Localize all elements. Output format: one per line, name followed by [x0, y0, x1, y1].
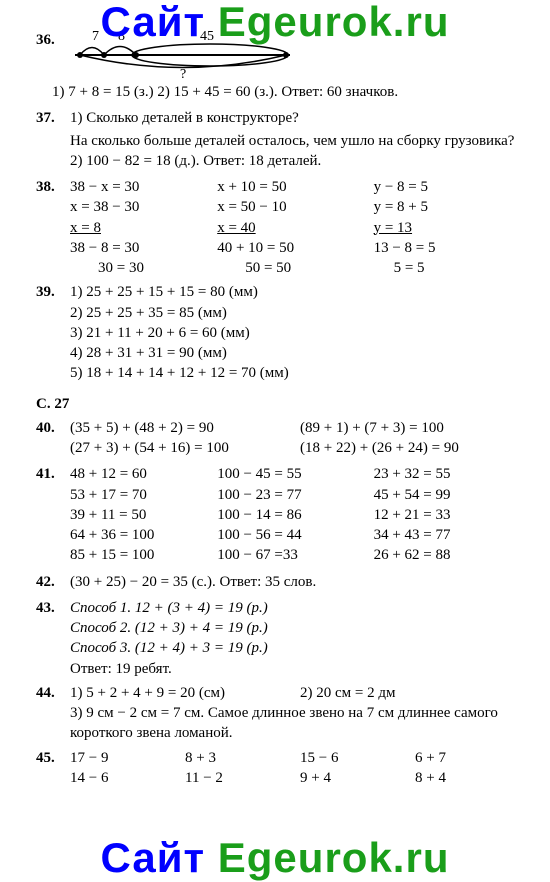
diagram-label-q: ? [180, 67, 186, 78]
eq: 8 + 4 [415, 768, 530, 788]
eq: 100 − 14 = 86 [217, 505, 373, 525]
watermark-bottom: Сайт Egeurok.ru [0, 834, 550, 882]
eq: x + 10 = 50 [217, 177, 373, 197]
line: 3) 21 + 11 + 20 + 6 = 60 (мм) [70, 323, 530, 343]
problem-43: 43. Способ 1. 12 + (3 + 4) = 19 (р.) Спо… [36, 598, 530, 679]
eq: 12 + 21 = 33 [374, 505, 530, 525]
eq: 5 = 5 [374, 258, 530, 278]
eq: 50 = 50 [217, 258, 373, 278]
problem-41: 41. 48 + 12 = 60 53 + 17 = 70 39 + 11 = … [36, 464, 530, 565]
problem-45: 45. 17 − 9 8 + 3 15 − 6 6 + 7 14 − 6 11 … [36, 748, 530, 789]
eq: 8 + 3 [185, 748, 300, 768]
eq: 40 + 10 = 50 [217, 238, 373, 258]
method-line: Способ 1. 12 + (3 + 4) = 19 (р.) [70, 598, 530, 618]
problem-number: 38. [36, 177, 70, 197]
eq: 11 − 2 [185, 768, 300, 788]
line: 2) 25 + 25 + 35 = 85 (мм) [70, 303, 530, 323]
eq: (89 + 1) + (7 + 3) = 100 [300, 418, 530, 438]
diagram-label-a: 7 [92, 30, 99, 44]
eq: (18 + 22) + (26 + 24) = 90 [300, 438, 530, 458]
eq: 17 − 9 [70, 748, 185, 768]
method-line: Способ 3. (12 + 4) + 3 = 19 (р.) [70, 638, 530, 658]
eq: x = 40 [217, 218, 285, 238]
problem-38: 38. 38 − x = 30 x = 38 − 30 x = 8 38 − 8… [36, 177, 530, 278]
section-header: С. 27 [36, 394, 530, 414]
eq: 15 − 6 [300, 748, 415, 768]
problem-number: 42. [36, 572, 70, 592]
problem-number: 43. [36, 598, 70, 618]
problem-39: 39. 1) 25 + 25 + 15 + 15 = 80 (мм) 2) 25… [36, 282, 530, 383]
problem-number: 45. [36, 748, 70, 768]
eq: x = 38 − 30 [70, 197, 217, 217]
answer-line: Ответ: 19 ребят. [70, 659, 530, 679]
eq: (35 + 5) + (48 + 2) = 90 [70, 418, 300, 438]
eq: 9 + 4 [300, 768, 415, 788]
diagram-label-b: 8 [118, 30, 125, 44]
eq: 26 + 62 = 88 [374, 545, 530, 565]
page-content: 36. 7 8 45 ? 1) 7 + 8 = 15 (з.) 2) 15 + … [0, 0, 550, 832]
eq: 53 + 17 = 70 [70, 485, 217, 505]
problem-number: 41. [36, 464, 70, 484]
eq: 30 = 30 [70, 258, 217, 278]
problem-number: 37. [36, 108, 70, 128]
eq: 39 + 11 = 50 [70, 505, 217, 525]
eq: 14 − 6 [70, 768, 185, 788]
diagram-label-c: 45 [200, 30, 214, 44]
problem-40: 40. (35 + 5) + (48 + 2) = 90 (27 + 3) + … [36, 418, 530, 459]
eq: y − 8 = 5 [374, 177, 530, 197]
eq: 23 + 32 = 55 [374, 464, 530, 484]
eq: 100 − 67 =33 [217, 545, 373, 565]
eq: 38 − x = 30 [70, 177, 217, 197]
eq: 100 − 56 = 44 [217, 525, 373, 545]
problem-37-line1: 1) Сколько деталей в конструкторе? [70, 108, 530, 128]
eq: 2) 20 см = 2 дм [300, 683, 530, 703]
eq: x = 8 [70, 218, 131, 238]
eq: 85 + 15 = 100 [70, 545, 217, 565]
problem-36: 36. 7 8 45 ? [36, 30, 530, 78]
eq: 6 + 7 [415, 748, 530, 768]
problem-number: 40. [36, 418, 70, 438]
eq: 64 + 36 = 100 [70, 525, 217, 545]
problem-37: 37. 1) Сколько деталей в конструкторе? Н… [36, 108, 530, 173]
eq: 13 − 8 = 5 [374, 238, 530, 258]
problem-number: 44. [36, 683, 70, 703]
problem-42: 42. (30 + 25) − 20 = 35 (с.). Ответ: 35 … [36, 572, 530, 592]
watermark-url: Egeurok.ru [218, 834, 450, 881]
problem-number: 39. [36, 282, 70, 302]
line: 3) 9 см − 2 см = 7 см. Самое длинное зве… [70, 703, 530, 744]
eq: 100 − 45 = 55 [217, 464, 373, 484]
line: 1) 25 + 25 + 15 + 15 = 80 (мм) [70, 282, 530, 302]
eq: 48 + 12 = 60 [70, 464, 217, 484]
problem-42-line: (30 + 25) − 20 = 35 (с.). Ответ: 35 слов… [70, 572, 530, 592]
eq: x = 50 − 10 [217, 197, 373, 217]
eq: 45 + 54 = 99 [374, 485, 530, 505]
diagram-36: 7 8 45 ? [70, 30, 300, 78]
line: 4) 28 + 31 + 31 = 90 (мм) [70, 343, 530, 363]
eq: 38 − 8 = 30 [70, 238, 217, 258]
eq: y = 13 [374, 218, 442, 238]
line: 5) 18 + 14 + 14 + 12 + 12 = 70 (мм) [70, 363, 530, 383]
problem-number: 36. [36, 30, 70, 50]
eq: 100 − 23 = 77 [217, 485, 373, 505]
watermark-sait: Сайт [101, 834, 206, 881]
problem-44: 44. 1) 5 + 2 + 4 + 9 = 20 (см) 2) 20 см … [36, 683, 530, 744]
eq: y = 8 + 5 [374, 197, 530, 217]
eq: 1) 5 + 2 + 4 + 9 = 20 (см) [70, 683, 300, 703]
problem-36-solution: 1) 7 + 8 = 15 (з.) 2) 15 + 45 = 60 (з.).… [52, 82, 530, 102]
eq: (27 + 3) + (54 + 16) = 100 [70, 438, 300, 458]
method-line: Способ 2. (12 + 3) + 4 = 19 (р.) [70, 618, 530, 638]
eq: 34 + 43 = 77 [374, 525, 530, 545]
problem-37-line2: На сколько больше деталей осталось, чем … [70, 131, 530, 172]
